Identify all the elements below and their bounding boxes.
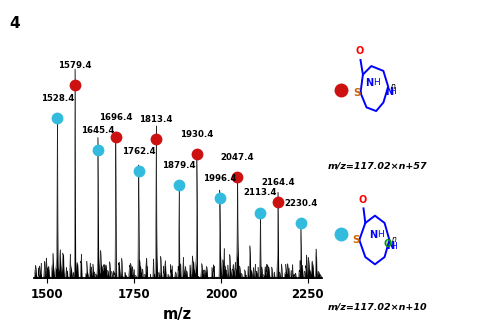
Text: 1930.4: 1930.4 xyxy=(180,130,214,139)
X-axis label: m/z: m/z xyxy=(163,307,192,320)
Text: O: O xyxy=(384,239,392,249)
Text: 1528.4: 1528.4 xyxy=(41,94,74,103)
Text: 1645.4: 1645.4 xyxy=(81,125,115,135)
Text: S: S xyxy=(353,88,360,98)
Text: 1579.4: 1579.4 xyxy=(58,61,92,70)
Text: 1762.4: 1762.4 xyxy=(122,147,156,156)
Text: n: n xyxy=(391,82,396,91)
Text: N: N xyxy=(369,230,377,240)
Text: H: H xyxy=(377,230,384,239)
Text: 1996.4: 1996.4 xyxy=(203,174,237,183)
Text: 1879.4: 1879.4 xyxy=(162,161,196,170)
Text: N: N xyxy=(385,87,393,97)
Text: H: H xyxy=(390,242,397,251)
Text: N: N xyxy=(386,241,394,251)
Text: 2047.4: 2047.4 xyxy=(221,153,254,162)
Text: 2164.4: 2164.4 xyxy=(261,178,295,187)
Text: 1813.4: 1813.4 xyxy=(140,115,173,124)
Text: S: S xyxy=(352,235,360,245)
Text: N: N xyxy=(365,78,373,88)
Text: O: O xyxy=(356,46,364,56)
Text: m/z=117.02×n+57: m/z=117.02×n+57 xyxy=(328,162,428,171)
Text: n: n xyxy=(392,236,396,244)
Text: 4: 4 xyxy=(10,16,20,31)
Text: 1696.4: 1696.4 xyxy=(99,113,132,122)
Text: 2113.4: 2113.4 xyxy=(243,188,277,197)
Text: m/z=117.02×n+10: m/z=117.02×n+10 xyxy=(328,303,428,312)
Text: H: H xyxy=(373,78,380,87)
Text: 2230.4: 2230.4 xyxy=(284,199,318,208)
Text: H: H xyxy=(389,87,396,96)
Text: O: O xyxy=(358,195,366,205)
